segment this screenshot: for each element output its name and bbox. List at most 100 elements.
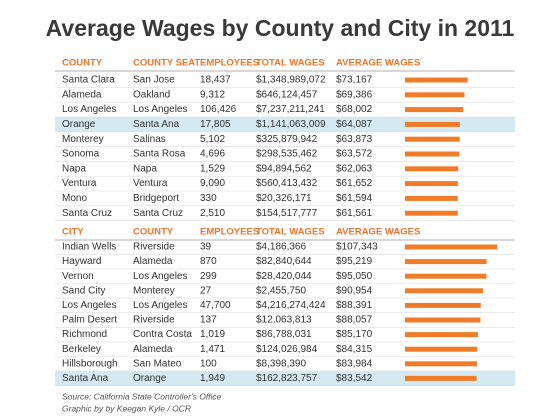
average-wage: $84,315 <box>336 344 373 355</box>
cell: $154,517,777 <box>256 208 318 219</box>
cell: Los Angeles <box>133 104 188 115</box>
cell: 47,700 <box>200 300 231 311</box>
average-wage: $61,561 <box>336 208 373 219</box>
cell: Bridgeport <box>133 193 179 204</box>
cell: Orange <box>62 119 96 130</box>
cell: Santa Cruz <box>133 208 183 219</box>
cell: 1,529 <box>200 163 225 174</box>
cell: $298,535,462 <box>256 149 318 160</box>
cell: 9,090 <box>200 178 225 189</box>
cell: Vernon <box>62 271 94 282</box>
cell: Indian Wells <box>62 242 116 253</box>
cell: Sand City <box>62 285 105 296</box>
average-wage: $85,170 <box>336 329 373 340</box>
cell: $8,398,390 <box>256 358 306 369</box>
cell: Contra Costa <box>133 329 192 340</box>
column-header: TOTAL WAGES <box>256 227 325 238</box>
cell: Alameda <box>62 89 102 100</box>
average-wage: $73,167 <box>336 75 373 86</box>
cell: 330 <box>200 193 217 204</box>
wage-bar <box>405 273 487 279</box>
cell: $4,186,366 <box>256 242 306 253</box>
cell: 1,949 <box>200 373 225 384</box>
wage-bar <box>405 136 460 142</box>
row-highlight <box>55 117 515 132</box>
cell: Napa <box>62 163 86 174</box>
cell: Palm Desert <box>62 315 117 326</box>
cell: Los Angeles <box>133 300 188 311</box>
average-wage: $88,057 <box>336 315 373 326</box>
row-highlight <box>55 371 515 386</box>
cell: Hayward <box>62 256 101 267</box>
title: Average Wages by County and City in 2011 <box>46 15 515 41</box>
cell: San Mateo <box>133 358 182 369</box>
cell: Alameda <box>133 256 173 267</box>
cell: $1,141,063,009 <box>256 119 326 130</box>
wage-bar <box>405 302 481 308</box>
cell: 4,696 <box>200 149 225 160</box>
average-wage: $83,542 <box>336 373 373 384</box>
cell: Monterey <box>62 134 104 145</box>
cell: $1,348,989,072 <box>256 75 326 86</box>
cell: Riverside <box>133 242 175 253</box>
credit: Graphic by by Keegan Kyle / OCR <box>62 403 191 413</box>
wage-bar <box>405 332 478 338</box>
cell: Napa <box>133 163 157 174</box>
cell: 137 <box>200 315 217 326</box>
average-wage: $68,002 <box>336 104 373 115</box>
cell: Los Angeles <box>62 104 117 115</box>
cell: Mono <box>62 193 87 204</box>
wage-bar <box>405 361 477 367</box>
average-wage: $63,873 <box>336 134 373 145</box>
column-header: COUNTY SEAT <box>133 58 200 69</box>
wage-bar <box>405 92 465 98</box>
average-wage: $107,343 <box>336 242 378 253</box>
wage-bar <box>405 346 478 352</box>
cell: Santa Ana <box>133 119 180 130</box>
cell: 5,102 <box>200 134 225 145</box>
cell: $325,879,942 <box>256 134 318 145</box>
cell: Monterey <box>133 285 175 296</box>
column-header: AVERAGE WAGES <box>336 227 420 238</box>
cell: $162,823,757 <box>256 373 318 384</box>
wage-bar <box>405 151 460 157</box>
cell: $12,063,813 <box>256 315 312 326</box>
cell: Santa Clara <box>62 75 115 86</box>
cell: Los Angeles <box>133 271 188 282</box>
cell: Los Angeles <box>62 300 117 311</box>
cell: 9,312 <box>200 89 225 100</box>
cell: 17,805 <box>200 119 231 130</box>
cell: Orange <box>133 373 167 384</box>
cell: Sonoma <box>62 149 100 160</box>
average-wage: $95,050 <box>336 271 373 282</box>
cell: $86,788,031 <box>256 329 312 340</box>
cell: San Jose <box>133 75 175 86</box>
column-header: TOTAL WAGES <box>256 58 325 69</box>
cell: $646,124,457 <box>256 89 318 100</box>
wage-bar <box>405 77 468 83</box>
wage-bar <box>405 166 459 172</box>
average-wage: $64,087 <box>336 119 373 130</box>
cell: $2,455,750 <box>256 285 306 296</box>
cell: $124,026,984 <box>256 344 318 355</box>
cell: Ventura <box>133 178 168 189</box>
wage-bar <box>405 107 464 113</box>
cell: Santa Ana <box>62 373 109 384</box>
average-wage: $63,572 <box>336 149 373 160</box>
cell: 1,471 <box>200 344 225 355</box>
column-header: EMPLOYEES <box>200 227 259 238</box>
wage-bar <box>405 195 458 201</box>
cell: Oakland <box>133 89 170 100</box>
wage-bar <box>405 259 487 265</box>
average-wage: $95,219 <box>336 256 373 267</box>
cell: $82,840,644 <box>256 256 312 267</box>
wage-bar <box>405 121 460 127</box>
cell: 27 <box>200 285 212 296</box>
cell: Alameda <box>133 344 173 355</box>
cell: $20,326,171 <box>256 193 312 204</box>
column-header: EMPLOYEES <box>200 58 259 69</box>
cell: Richmond <box>62 329 107 340</box>
average-wage: $62,063 <box>336 163 373 174</box>
source: Source: California State Controller's Of… <box>62 391 222 401</box>
